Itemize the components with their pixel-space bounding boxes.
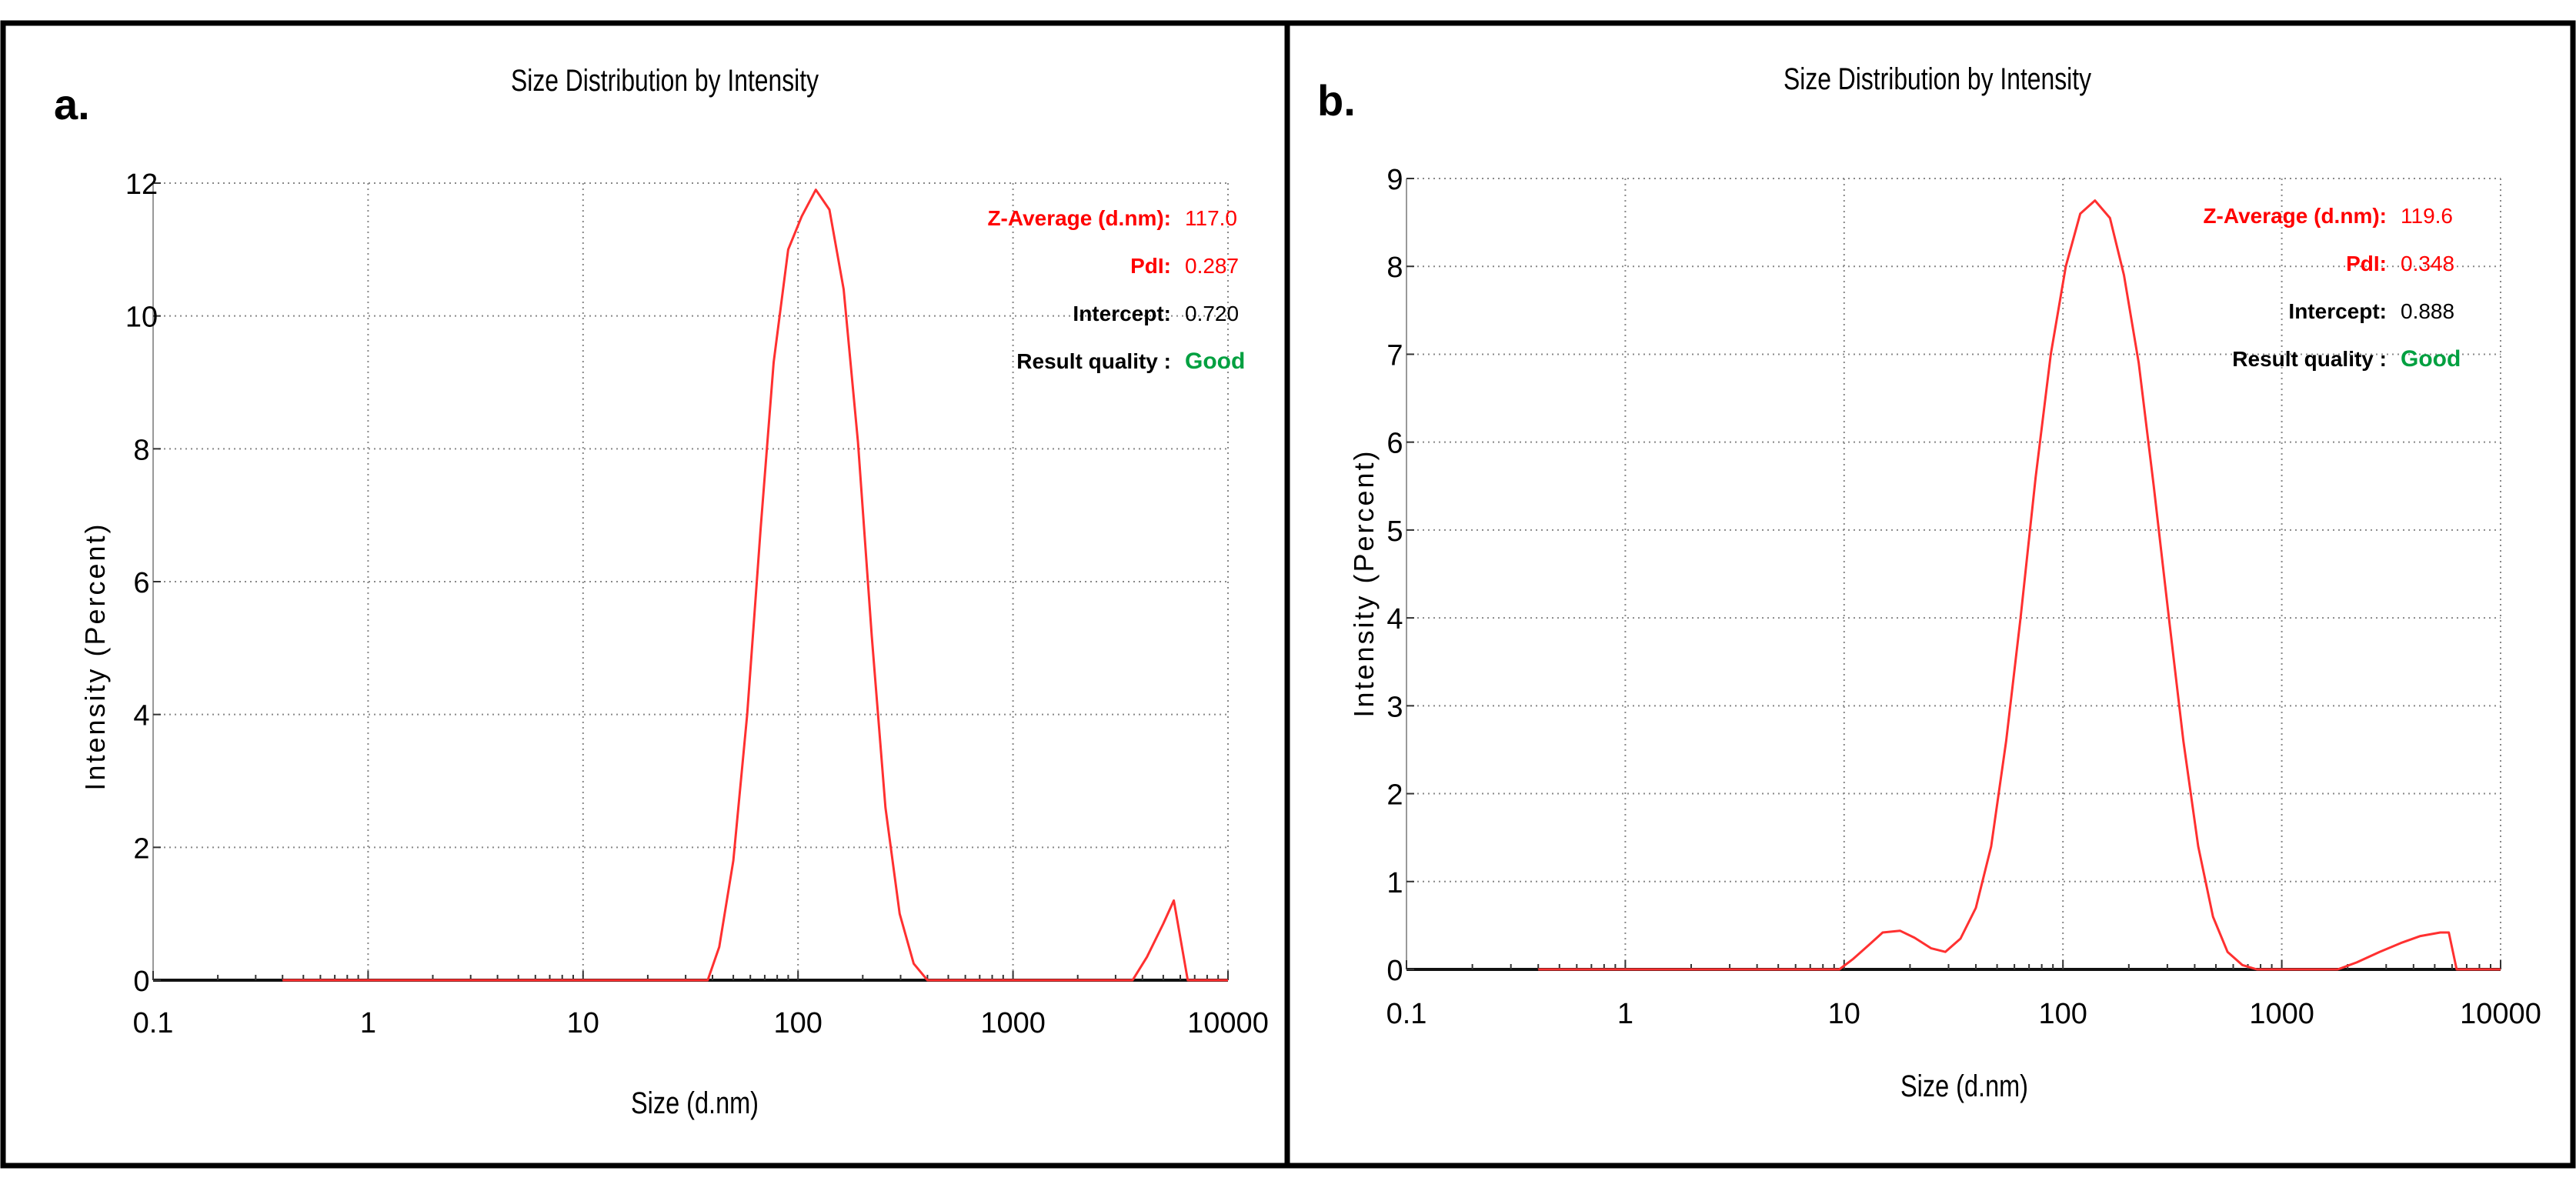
y-tick-label: 4 bbox=[1386, 603, 1403, 636]
x-tick-label: 10000 bbox=[2460, 998, 2541, 1030]
series-line bbox=[282, 188, 1228, 982]
y-tick-label: 5 bbox=[1386, 515, 1403, 548]
y-tick-label: 9 bbox=[1386, 164, 1403, 196]
y-tick-label: 12 bbox=[125, 168, 158, 201]
result-value: 0.720 bbox=[1185, 302, 1239, 325]
y-tick-label: 2 bbox=[133, 832, 149, 865]
result-label: Intercept: bbox=[1073, 302, 1171, 325]
x-tick-label: 100 bbox=[2038, 998, 2087, 1030]
y-tick-label: 0 bbox=[133, 966, 149, 998]
y-tick-label: 1 bbox=[1386, 867, 1403, 899]
result-value: 0.348 bbox=[2401, 252, 2454, 275]
grid bbox=[1406, 178, 2501, 969]
x-tick-label: 1000 bbox=[2249, 998, 2314, 1030]
result-value: 0.287 bbox=[1185, 254, 1239, 278]
result-label: Result quality : bbox=[2232, 347, 2387, 371]
series bbox=[282, 188, 1228, 982]
panel-label: b. bbox=[1317, 76, 1356, 125]
x-tick-label: 10000 bbox=[1187, 1007, 1269, 1039]
x-tick-label: 1000 bbox=[980, 1007, 1046, 1039]
x-tick-label: 0.1 bbox=[133, 1007, 174, 1039]
y-axis-label: Intensity (Percent) bbox=[79, 522, 111, 790]
panel-b: b. Size Distribution by Intensity Intens… bbox=[1317, 62, 2541, 1103]
y-tick-label: 6 bbox=[1386, 428, 1403, 460]
result-label: Z-Average (d.nm): bbox=[2203, 204, 2387, 228]
result-label: PdI: bbox=[1130, 254, 1171, 278]
y-ticks: 0 2 4 6 8 10 12 bbox=[125, 168, 161, 998]
x-tick-label: 10 bbox=[1828, 998, 1860, 1030]
grid bbox=[153, 182, 1229, 980]
result-label: Result quality : bbox=[1016, 349, 1171, 373]
result-label: PdI: bbox=[2346, 252, 2387, 275]
series-line bbox=[1538, 199, 2501, 971]
x-ticks: 0.1 1 10 100 1000 10000 bbox=[133, 971, 1269, 1039]
result-value: Good bbox=[1185, 349, 1245, 374]
y-tick-label: 8 bbox=[133, 434, 149, 466]
result-value: 117.0 bbox=[1185, 206, 1237, 230]
y-tick-label: 6 bbox=[133, 567, 149, 599]
panel-a: a. Size Distribution by Intensity Intens… bbox=[54, 64, 1269, 1120]
result-value: 119.6 bbox=[2401, 204, 2453, 228]
x-axis-label: Size (d.nm) bbox=[631, 1086, 759, 1120]
panel-label: a. bbox=[54, 80, 90, 128]
chart-title: Size Distribution by Intensity bbox=[1784, 62, 2091, 96]
y-axis-label: Intensity (Percent) bbox=[1348, 449, 1380, 717]
y-ticks: 0 1 2 3 4 5 6 7 8 9 bbox=[1386, 164, 1414, 987]
result-value: 0.888 bbox=[2401, 299, 2454, 323]
y-tick-label: 3 bbox=[1386, 691, 1403, 723]
x-axis-label: Size (d.nm) bbox=[1900, 1069, 2028, 1103]
y-tick-label: 7 bbox=[1386, 339, 1403, 372]
results-panel: Z-Average (d.nm): 117.0 PdI: 0.287 Intercept… bbox=[987, 206, 1245, 374]
result-label: Intercept: bbox=[2288, 299, 2387, 323]
x-tick-label: 100 bbox=[773, 1007, 822, 1039]
y-tick-label: 10 bbox=[125, 302, 158, 334]
x-tick-label: 1 bbox=[1617, 998, 1633, 1030]
y-tick-label: 4 bbox=[133, 700, 149, 732]
result-label: Z-Average (d.nm): bbox=[987, 206, 1171, 230]
y-tick-label: 8 bbox=[1386, 252, 1403, 284]
series bbox=[1538, 199, 2501, 971]
chart-title: Size Distribution by Intensity bbox=[511, 64, 819, 98]
x-tick-label: 0.1 bbox=[1386, 998, 1427, 1030]
y-tick-label: 2 bbox=[1386, 779, 1403, 812]
result-value: Good bbox=[2401, 346, 2461, 372]
results-panel: Z-Average (d.nm): 119.6 PdI: 0.348 Intercept… bbox=[2203, 204, 2461, 372]
x-tick-label: 10 bbox=[567, 1007, 599, 1039]
x-tick-label: 1 bbox=[360, 1007, 376, 1039]
y-tick-label: 0 bbox=[1386, 955, 1403, 987]
